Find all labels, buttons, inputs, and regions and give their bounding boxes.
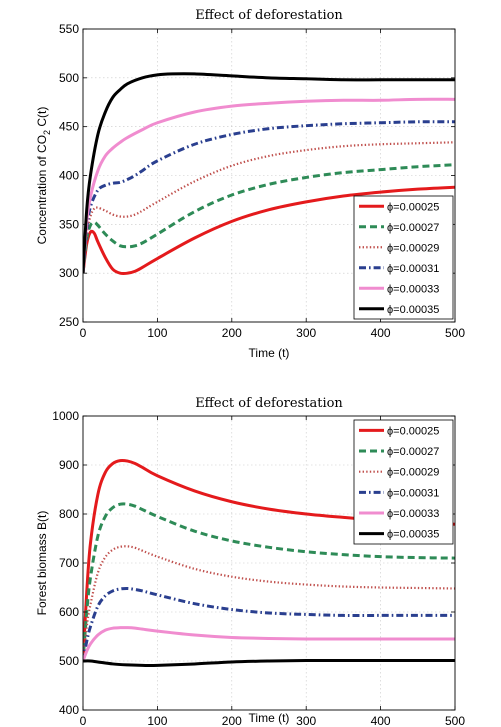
legend-label-1: ϕ=0.00027 <box>387 446 439 458</box>
y-axis-label-subscript: 2 <box>42 130 52 135</box>
x-tick-label: 200 <box>222 714 242 727</box>
y-axis-label: Forest biomass B(t) <box>35 511 49 616</box>
x-tick-label: 0 <box>80 326 87 340</box>
legend-label-4: ϕ=0.00033 <box>387 283 439 295</box>
y-tick-label: 900 <box>59 458 79 472</box>
series-line-5 <box>83 658 455 668</box>
series-group <box>83 458 455 668</box>
y-tick-label: 400 <box>59 703 79 717</box>
series-line-2 <box>83 141 455 274</box>
y-tick-label: 1000 <box>52 409 79 423</box>
series-line-3 <box>83 586 455 662</box>
y-axis-label: Concentration of CO2 C(t) <box>35 107 52 245</box>
x-tick-label: 300 <box>296 326 316 340</box>
y-axis-label-main: Forest biomass B(t) <box>35 511 49 616</box>
legend-box <box>353 419 454 545</box>
y-tick-label: 500 <box>59 71 79 85</box>
x-tick-label: 0 <box>80 714 87 727</box>
legend-label-2: ϕ=0.00029 <box>387 467 439 479</box>
legend-label-3: ϕ=0.00031 <box>387 263 439 275</box>
y-tick-label: 700 <box>59 556 79 570</box>
y-tick-label: 350 <box>59 217 79 231</box>
x-tick-label: 500 <box>445 714 465 727</box>
y-tick-label: 400 <box>59 169 79 183</box>
series-line-5 <box>83 72 455 274</box>
x-tick-label: 400 <box>371 326 391 340</box>
series-line-1 <box>83 163 455 274</box>
y-tick-label: 450 <box>59 120 79 134</box>
x-tick-label: 200 <box>222 326 242 340</box>
legend: ϕ=0.00025 ϕ=0.00027 ϕ=0.00029 ϕ=0.00031 ϕ=0.… <box>353 195 454 320</box>
legend-label-4: ϕ=0.00033 <box>387 508 439 520</box>
legend-box <box>353 195 454 320</box>
series-line-0 <box>83 185 455 276</box>
forest-biomass-chart: 0 100 200 300 400 500 400 500 600 700 800 900 1000 Ef… <box>35 396 465 727</box>
y-tick-label: 800 <box>59 507 79 521</box>
y-axis-label-main: Concentration of CO <box>35 135 49 244</box>
x-tick-label: 500 <box>445 326 465 340</box>
series-line-0 <box>83 458 455 662</box>
chart-title: Effect of deforestation <box>195 396 343 411</box>
series-line-3 <box>83 120 455 274</box>
co2-concentration-chart: 0 100 200 300 400 500 250 300 350 400 450 500 550 Eff… <box>35 8 465 360</box>
x-tick-label: 400 <box>371 714 391 727</box>
legend-label-1: ϕ=0.00027 <box>387 222 439 234</box>
y-tick-label: 250 <box>59 315 79 329</box>
y-tick-label: 300 <box>59 266 79 280</box>
legend: ϕ=0.00025 ϕ=0.00027 ϕ=0.00029 ϕ=0.00031 ϕ=0.… <box>353 419 454 545</box>
legend-label-0: ϕ=0.00025 <box>387 201 439 213</box>
legend-label-0: ϕ=0.00025 <box>387 425 439 437</box>
y-tick-label: 600 <box>59 605 79 619</box>
y-tick-label: 550 <box>59 22 79 36</box>
y-tick-label: 500 <box>59 654 79 668</box>
x-tick-label: 100 <box>147 714 167 727</box>
y-axis-label-tail: C(t) <box>35 107 49 130</box>
series-line-4 <box>83 97 455 274</box>
series-line-2 <box>83 545 455 662</box>
legend-label-3: ϕ=0.00031 <box>387 487 439 499</box>
legend-label-2: ϕ=0.00029 <box>387 242 439 254</box>
legend-label-5: ϕ=0.00035 <box>387 304 439 316</box>
series-line-4 <box>83 626 455 662</box>
x-axis-label: Time (t) <box>249 346 290 360</box>
x-tick-label: 100 <box>147 326 167 340</box>
series-line-1 <box>83 502 455 662</box>
x-axis-label: Time (t) <box>249 711 290 725</box>
legend-label-5: ϕ=0.00035 <box>387 529 439 541</box>
x-tick-label: 300 <box>296 714 316 727</box>
series-group <box>83 72 455 276</box>
chart-title: Effect of deforestation <box>195 8 343 23</box>
